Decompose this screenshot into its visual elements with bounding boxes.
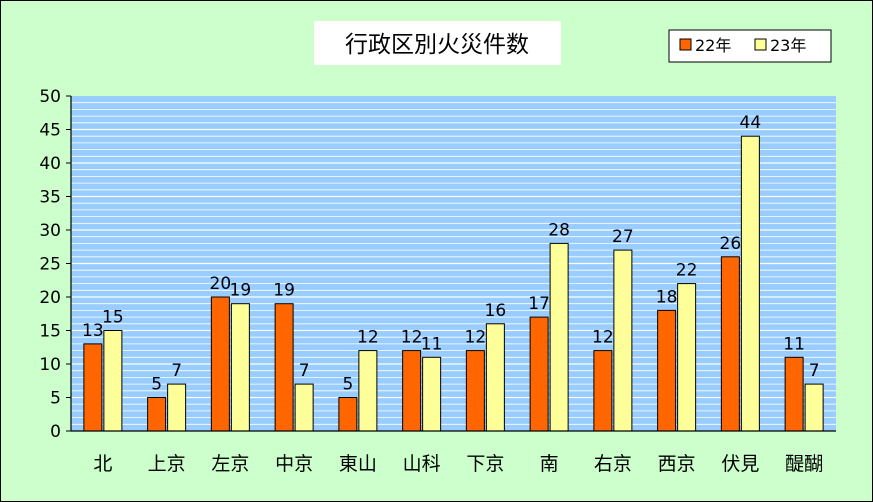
data-label: 26 [720,234,742,254]
data-label: 11 [783,334,805,354]
category-label: 中京 [275,453,313,475]
bar-22年-左京 [210,296,230,432]
data-label: 7 [171,361,182,381]
bar-22年-北 [83,343,103,432]
bar-22年-伏見 [720,256,740,432]
data-label: 13 [82,321,104,341]
legend-label-23: 23年 [770,36,806,55]
legend-swatch-22 [679,38,692,51]
y-tick-label: 45 [39,121,61,141]
bar-23年-醍醐 [804,383,824,432]
bar-23年-西京 [677,283,697,432]
bar-23年-伏見 [740,135,760,432]
category-label: 伏見 [721,453,759,475]
data-label: 44 [740,113,762,133]
data-label: 15 [102,308,124,328]
category-label: 南 [540,453,559,475]
data-label: 12 [592,328,614,348]
y-tick-label: 40 [39,154,61,174]
y-tick-label: 35 [39,188,61,208]
bar-23年-下京 [485,323,505,432]
data-label: 12 [401,328,423,348]
y-tick-label: 25 [39,255,61,275]
legend-label-22: 22年 [695,36,731,55]
data-label: 7 [299,361,310,381]
data-label: 19 [273,281,295,301]
data-label: 19 [230,281,252,301]
data-label: 12 [357,328,379,348]
data-label: 5 [151,375,162,395]
data-label: 16 [485,301,507,321]
data-label: 20 [210,274,232,294]
category-label: 上京 [148,453,186,475]
bar-23年-上京 [167,383,187,432]
category-label: 北 [93,453,112,475]
data-label: 28 [548,220,570,240]
bar-22年-右京 [593,350,613,432]
bar-22年-東山 [338,397,358,432]
y-tick-label: 5 [50,389,61,409]
bar-22年-南 [529,316,549,432]
category-label: 左京 [211,453,249,475]
category-label: 醍醐 [785,453,823,475]
legend-swatch-23 [754,38,767,51]
data-label: 12 [465,328,487,348]
category-label: 東山 [339,453,377,475]
legend: 22年 23年 [668,29,832,63]
bar-23年-山科 [422,356,442,432]
y-tick-label: 30 [39,221,61,241]
title-box [314,21,561,65]
y-tick-label: 20 [39,288,61,308]
category-label: 西京 [658,453,696,475]
chart-title: 行政区別火災件数 [345,32,529,58]
bar-22年-中京 [274,303,294,432]
y-tick-label: 15 [39,322,61,342]
gridlines [71,102,836,425]
bar-23年-南 [549,242,569,432]
bar-23年-北 [103,330,123,432]
bar-22年-上京 [147,397,167,432]
bar-22年-山科 [402,350,422,432]
data-label: 27 [612,227,634,247]
bar-22年-醍醐 [784,356,804,432]
bar-23年-東山 [358,350,378,432]
legend-box [668,29,832,63]
bar-23年-右京 [613,249,633,432]
y-tick-label: 0 [50,422,61,442]
bar-22年-下京 [465,350,485,432]
data-label: 11 [421,334,443,354]
bar-23年-中京 [294,383,314,432]
bar-23年-左京 [230,303,250,432]
category-label: 下京 [466,453,504,475]
data-label: 18 [656,287,678,307]
category-labels: 北 上京 左京 中京 東山 山科 下京 南 右京 西京 伏見 醍醐 [93,453,823,475]
data-label: 22 [676,261,698,281]
category-label: 右京 [594,453,632,475]
bar-22年-西京 [657,309,677,432]
y-axis-ticks: 0 5 10 15 20 25 30 35 40 45 50 [39,87,71,442]
data-label: 17 [528,294,550,314]
y-tick-label: 50 [39,87,61,107]
y-tick-label: 10 [39,355,61,375]
category-label: 山科 [403,453,441,475]
data-label: 7 [809,361,820,381]
data-label: 5 [342,375,353,395]
